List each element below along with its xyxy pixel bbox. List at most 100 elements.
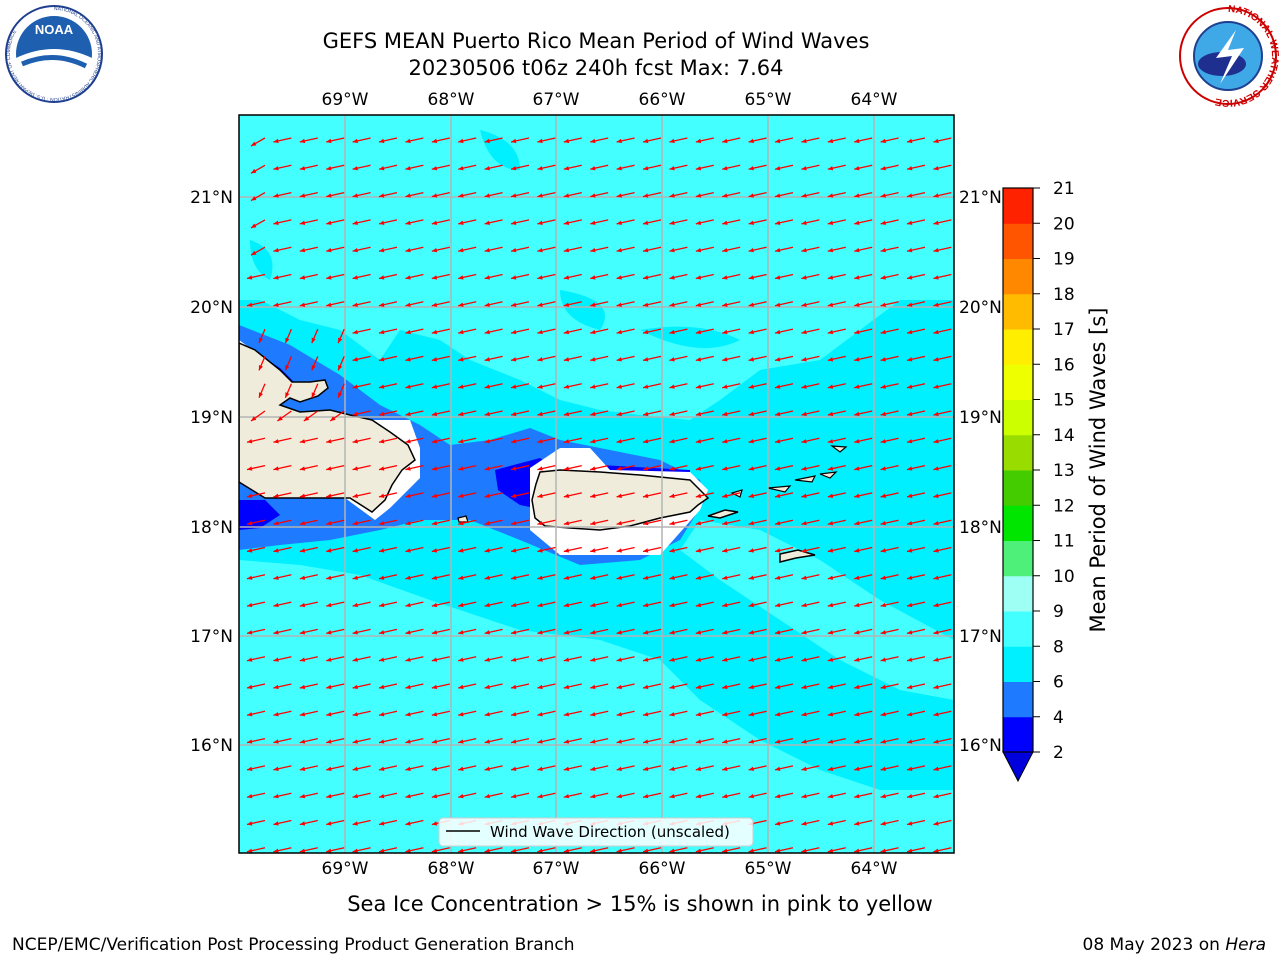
- wave-direction-arrowhead: [484, 247, 490, 253]
- wave-direction-arrowhead: [352, 384, 358, 389]
- land-puerto-rico: [531, 469, 710, 531]
- wave-direction-arrowhead: [352, 739, 358, 744]
- wave-direction-arrowhead: [775, 630, 781, 635]
- wave-direction-arrowhead: [616, 684, 622, 690]
- wave-direction-arrowhead: [748, 357, 754, 362]
- wave-direction-arrowhead: [907, 848, 913, 853]
- lon-label-top: 66°W: [639, 90, 686, 110]
- wave-direction-arrowhead: [352, 329, 358, 335]
- wave-direction-arrowhead: [616, 766, 622, 771]
- wave-direction-arrowhead: [801, 520, 807, 526]
- wave-direction-arrowhead: [933, 220, 939, 225]
- wave-direction-arrowhead: [511, 657, 517, 662]
- wave-direction-arrowhead: [933, 821, 939, 826]
- wave-direction-arrowhead: [563, 684, 570, 690]
- wave-direction-arrowhead: [616, 602, 622, 608]
- wave-direction-arrowhead: [695, 329, 702, 335]
- wave-direction-arrowhead: [722, 166, 728, 171]
- wave-direction-arrowhead: [669, 220, 675, 225]
- wave-direction-arrowhead: [458, 247, 464, 253]
- map-frame: [238, 114, 955, 854]
- wave-direction-arrowhead: [669, 357, 675, 362]
- wave-direction-arrowhead: [431, 657, 438, 662]
- wave-direction-arrowhead: [273, 520, 279, 526]
- wave-direction-arrowhead: [379, 493, 385, 498]
- wave-direction-arrowhead: [590, 329, 596, 335]
- wave-direction-arrowhead: [695, 848, 702, 853]
- wave-direction-arrowhead: [775, 712, 781, 717]
- wave-direction-arrowhead: [299, 466, 306, 471]
- wave-direction-arrowhead: [880, 793, 886, 799]
- wave-direction-arrowhead: [431, 793, 438, 799]
- wave-direction-arrowhead: [299, 548, 306, 553]
- wave-direction-arrowhead: [484, 793, 490, 799]
- colorbar-tick-label: 20: [1053, 214, 1075, 234]
- wave-direction-arrowhead: [933, 739, 939, 744]
- wave-direction-arrowhead: [379, 439, 385, 444]
- wave-direction-arrowhead: [458, 684, 464, 690]
- wave-direction-arrowhead: [484, 602, 490, 608]
- wave-direction-arrowhead: [458, 193, 464, 198]
- wave-direction-arrowhead: [827, 329, 834, 335]
- wave-direction-arrowhead: [775, 548, 781, 553]
- wave-direction-arrowhead: [247, 739, 253, 744]
- wave-direction-arrowhead: [251, 250, 257, 256]
- wave-direction-arrowhead: [258, 364, 263, 371]
- wave-direction-arrowhead: [563, 630, 570, 635]
- wave-direction-arrowhead: [484, 848, 490, 853]
- lon-label-bottom: 64°W: [851, 859, 898, 879]
- wave-direction-arrowhead: [326, 602, 332, 608]
- wave-direction-arrowhead: [352, 138, 358, 144]
- wave-direction-arrowhead: [907, 193, 913, 198]
- wave-direction-arrowhead: [273, 602, 279, 608]
- colorbar-segment: [1003, 716, 1033, 753]
- wave-direction-arrowhead: [933, 493, 939, 498]
- wave-direction-arrowhead: [511, 411, 517, 417]
- wave-direction-arrowhead: [563, 466, 570, 471]
- colorbar-tick-label: 16: [1053, 355, 1075, 375]
- wave-direction-arrowhead: [311, 392, 316, 398]
- wave-direction-arrowhead: [907, 247, 913, 253]
- wave-direction-arrowhead: [880, 357, 886, 362]
- wave-direction-arrowhead: [484, 520, 490, 526]
- colorbar-tick-label: 11: [1053, 532, 1075, 552]
- wave-direction-arrowhead: [431, 493, 438, 498]
- wave-direction-arrowhead: [827, 712, 834, 717]
- wave-direction-arrowhead: [880, 439, 886, 444]
- wave-direction-arrowhead: [854, 466, 860, 471]
- wave-direction-arrowhead: [775, 739, 781, 744]
- wave-direction-arrowhead: [405, 357, 411, 362]
- wave-direction-arrowhead: [616, 193, 622, 198]
- wave-direction-arrowhead: [405, 684, 411, 690]
- wave-direction-arrowhead: [326, 657, 332, 662]
- wave-direction-arrowhead: [431, 166, 438, 171]
- wave-direction-arrowhead: [616, 384, 622, 389]
- wave-direction-arrowhead: [880, 384, 886, 389]
- colorbar-tick-label: 12: [1053, 496, 1075, 516]
- lon-label-top: 67°W: [533, 90, 580, 110]
- wave-direction-arrowhead: [352, 848, 358, 853]
- wave-direction-arrowhead: [251, 168, 257, 174]
- wave-direction-arrowhead: [352, 575, 358, 580]
- wave-direction-arrowhead: [537, 575, 543, 580]
- wave-direction-arrowhead: [431, 630, 438, 635]
- wave-direction-arrowhead: [880, 684, 886, 690]
- wave-direction-arrowhead: [537, 439, 543, 444]
- wave-direction-arrowhead: [695, 247, 702, 253]
- wave-direction-arrowhead: [277, 416, 283, 421]
- wave-direction-arrowhead: [775, 329, 781, 335]
- wave-direction-arrowhead: [484, 684, 490, 690]
- wave-direction-arrowhead: [669, 712, 675, 717]
- wave-direction-arrowhead: [299, 575, 306, 580]
- wave-direction-arrowhead: [247, 520, 253, 526]
- wave-direction-arrowhead: [880, 739, 886, 744]
- wave-direction-arrowhead: [511, 166, 517, 171]
- wave-direction-arrowhead: [748, 138, 754, 144]
- wave-direction-arrowhead: [563, 411, 570, 417]
- wave-direction-arrowhead: [827, 684, 834, 690]
- wave-direction-arrowhead: [352, 220, 358, 225]
- wave-direction-arrowhead: [563, 548, 570, 553]
- wave-direction-arrowhead: [379, 138, 385, 144]
- wave-direction-arrowhead: [352, 793, 358, 799]
- wave-direction-arrowhead: [775, 684, 781, 690]
